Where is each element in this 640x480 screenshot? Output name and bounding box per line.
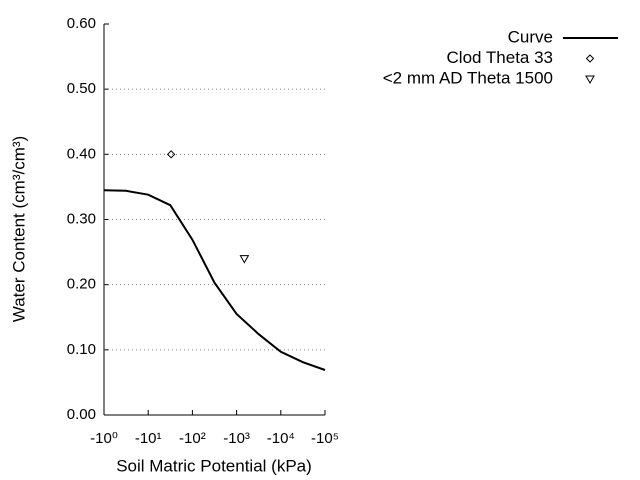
legend-label: Curve: [508, 27, 553, 46]
y-tick-label: 0.50: [67, 80, 96, 97]
x-tick-label: -10⁴: [267, 430, 295, 447]
legend-label: Clod Theta 33: [447, 48, 553, 67]
y-tick-label: 0.30: [67, 210, 96, 227]
triangle-marker: [585, 75, 595, 85]
triangle-marker: [239, 255, 250, 264]
x-tick-label: -10²: [179, 430, 206, 447]
y-tick-label: 0.10: [67, 341, 96, 358]
x-tick-label: -10⁰: [90, 430, 118, 447]
y-axis-title: Water Content (cm³/cm³): [9, 136, 28, 322]
y-tick-label: 0.00: [67, 406, 96, 423]
legend: Curve Clod Theta 33<2 mm AD Theta 1500: [383, 27, 618, 87]
y-tick-label: 0.40: [67, 145, 96, 162]
diamond-marker: [166, 150, 176, 159]
y-tick-label: 0.60: [67, 15, 96, 32]
diamond-marker: [585, 54, 595, 63]
legend-label: <2 mm AD Theta 1500: [383, 68, 553, 87]
x-tick-label: -10¹: [135, 430, 162, 447]
x-axis-title: Soil Matric Potential (kPa): [116, 456, 312, 475]
y-tick-label: 0.20: [67, 276, 96, 293]
x-tick-label: -10³: [223, 430, 250, 447]
x-tick-label: -10⁵: [311, 430, 339, 447]
curve-line: [103, 189, 326, 371]
